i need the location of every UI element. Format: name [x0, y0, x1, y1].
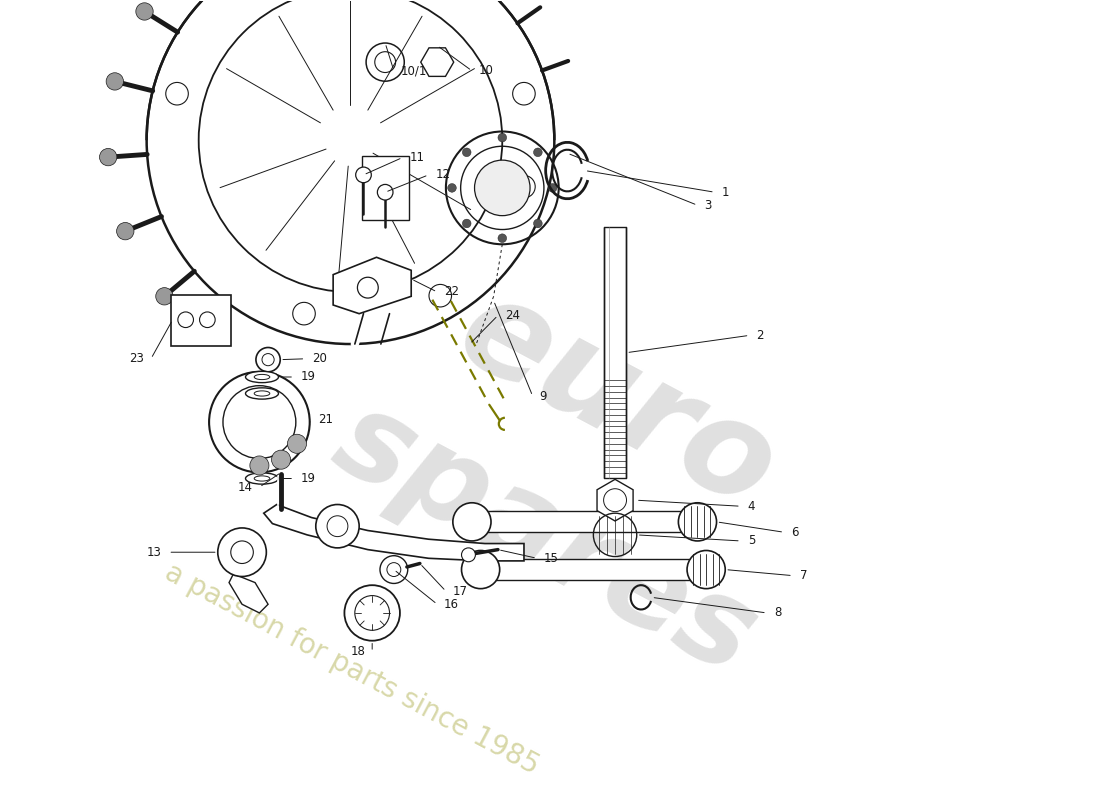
FancyBboxPatch shape	[170, 294, 231, 346]
Circle shape	[199, 312, 216, 327]
Text: a passion for parts since 1985: a passion for parts since 1985	[160, 558, 543, 780]
Text: 12: 12	[436, 168, 451, 182]
Text: 24: 24	[505, 309, 520, 322]
Polygon shape	[264, 505, 524, 561]
Ellipse shape	[254, 476, 270, 481]
Circle shape	[156, 288, 173, 305]
Text: 21: 21	[318, 413, 333, 426]
Circle shape	[99, 149, 117, 166]
Text: 7: 7	[800, 569, 807, 582]
Ellipse shape	[254, 374, 270, 379]
Ellipse shape	[245, 388, 278, 399]
Polygon shape	[420, 48, 453, 76]
Text: 13: 13	[146, 546, 162, 558]
Circle shape	[316, 505, 360, 548]
Text: 23: 23	[129, 352, 144, 366]
Circle shape	[498, 234, 507, 242]
Circle shape	[344, 585, 400, 641]
Text: euro: euro	[437, 265, 796, 536]
Ellipse shape	[254, 391, 270, 396]
Circle shape	[513, 82, 536, 105]
Text: 10/1: 10/1	[400, 64, 427, 78]
Circle shape	[498, 134, 507, 142]
Text: 16: 16	[444, 598, 459, 610]
Text: spares: spares	[316, 380, 776, 698]
Polygon shape	[481, 559, 706, 580]
Circle shape	[688, 550, 725, 589]
Circle shape	[293, 302, 316, 325]
Circle shape	[534, 219, 542, 228]
Circle shape	[166, 82, 188, 105]
Circle shape	[117, 222, 134, 240]
Circle shape	[355, 595, 389, 630]
Circle shape	[262, 354, 274, 366]
Circle shape	[358, 278, 378, 298]
Text: 4: 4	[748, 500, 756, 513]
Circle shape	[231, 541, 253, 563]
Circle shape	[548, 183, 557, 192]
Circle shape	[178, 312, 194, 327]
Text: 18: 18	[351, 646, 365, 658]
Circle shape	[135, 2, 153, 20]
Text: 14: 14	[238, 481, 253, 494]
Text: 20: 20	[312, 352, 327, 366]
Ellipse shape	[245, 371, 278, 382]
Polygon shape	[229, 574, 268, 613]
Text: 10: 10	[478, 64, 494, 78]
Circle shape	[462, 148, 471, 157]
Circle shape	[218, 528, 266, 577]
Text: 11: 11	[409, 151, 425, 164]
Circle shape	[679, 502, 716, 541]
Circle shape	[453, 502, 491, 541]
Text: 8: 8	[773, 606, 781, 619]
Circle shape	[462, 550, 499, 589]
Text: 19: 19	[301, 472, 316, 485]
FancyBboxPatch shape	[362, 156, 408, 220]
Text: 15: 15	[543, 552, 559, 565]
Circle shape	[462, 548, 475, 562]
Text: 2: 2	[757, 329, 764, 342]
Circle shape	[377, 185, 393, 200]
Polygon shape	[597, 479, 634, 521]
Ellipse shape	[245, 473, 278, 484]
Circle shape	[106, 73, 123, 90]
Polygon shape	[604, 227, 626, 478]
Circle shape	[379, 556, 408, 583]
Text: 19: 19	[301, 370, 316, 383]
Text: 6: 6	[791, 526, 799, 538]
Polygon shape	[333, 258, 411, 314]
Text: 3: 3	[704, 198, 712, 212]
Circle shape	[604, 489, 627, 512]
Circle shape	[287, 434, 307, 454]
Circle shape	[429, 285, 451, 307]
Polygon shape	[472, 511, 697, 532]
Text: 1: 1	[722, 186, 729, 198]
Text: 9: 9	[540, 390, 547, 402]
Circle shape	[474, 160, 530, 216]
Circle shape	[534, 148, 542, 157]
Text: 22: 22	[444, 286, 459, 298]
Circle shape	[513, 175, 536, 198]
Circle shape	[272, 450, 290, 470]
Text: 17: 17	[453, 585, 468, 598]
Circle shape	[250, 456, 268, 475]
Circle shape	[462, 219, 471, 228]
Circle shape	[355, 167, 372, 182]
Text: 5: 5	[748, 534, 756, 547]
Circle shape	[223, 386, 296, 458]
Circle shape	[448, 183, 456, 192]
